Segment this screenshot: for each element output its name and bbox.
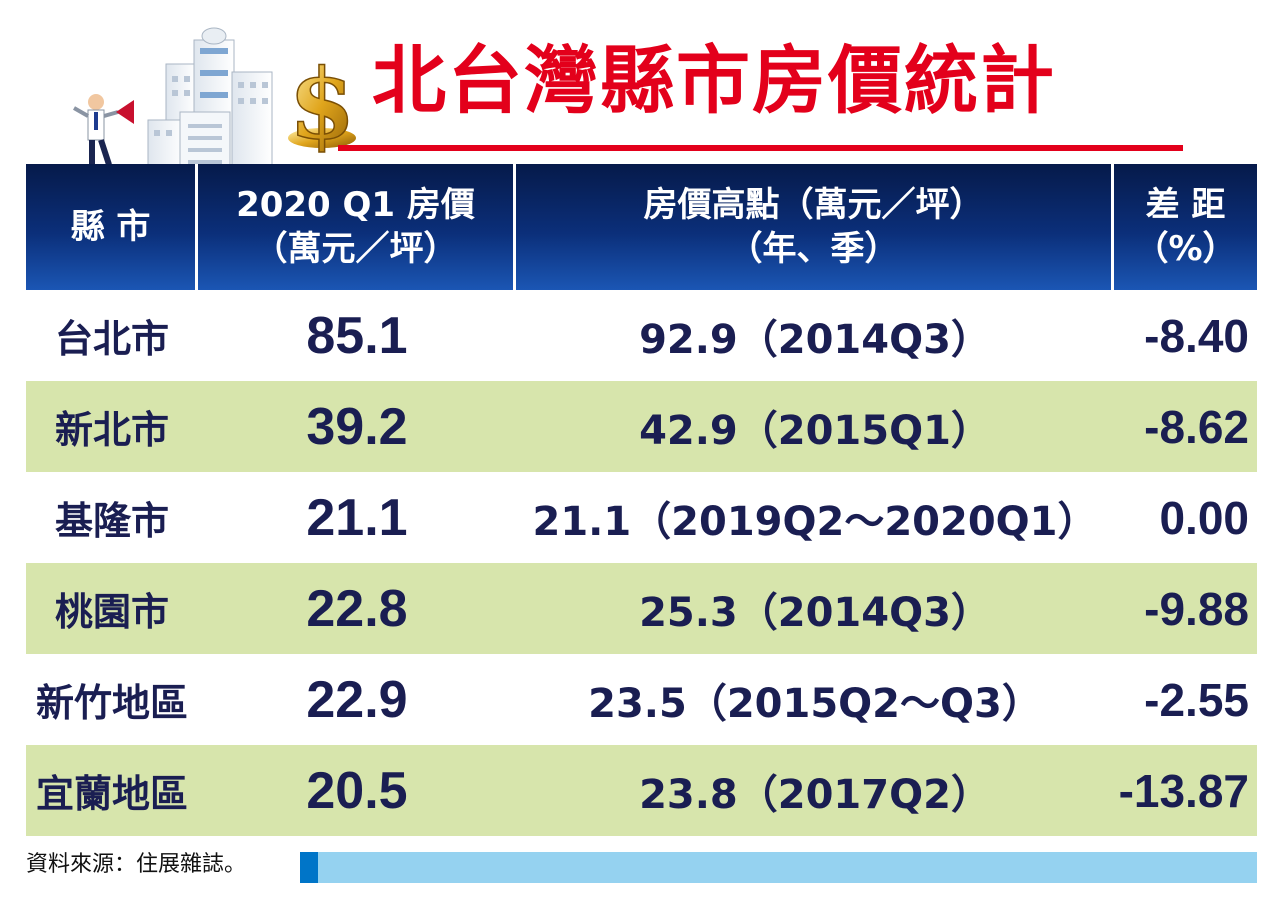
header-gap-line2: （%） xyxy=(1134,229,1237,269)
peak-price: 23.5（2015Q2～Q3） xyxy=(588,680,1042,727)
header-peak-price: 房價高點（萬元／坪） （年、季） xyxy=(516,164,1114,290)
peak-price: 42.9（2015Q1） xyxy=(639,407,991,454)
price-table: 縣 市 2020 Q1 房價 （萬元／坪） 房價高點（萬元／坪） （年、季） 差… xyxy=(26,164,1257,836)
current-price: 85.1 xyxy=(306,306,408,365)
peak-price: 25.3（2014Q3） xyxy=(639,589,991,636)
header-peak-price-line1: 房價高點（萬元／坪） xyxy=(643,185,984,225)
price-gap: -8.40 xyxy=(1144,309,1249,362)
price-gap: -9.88 xyxy=(1144,582,1249,635)
price-gap: -8.62 xyxy=(1144,400,1249,453)
price-gap: -2.55 xyxy=(1144,673,1249,726)
city-name: 基隆市 xyxy=(54,499,169,543)
footer: 資料來源：住展雜誌。 xyxy=(26,848,246,882)
source-note: 資料來源：住展雜誌。 xyxy=(26,852,247,877)
current-price: 22.8 xyxy=(306,579,408,638)
title-underline xyxy=(338,145,1183,151)
current-price: 39.2 xyxy=(306,397,408,456)
table-row: 新北市 39.2 42.9（2015Q1） -8.62 xyxy=(26,381,1257,472)
header-gap: 差 距 （%） xyxy=(1114,164,1257,290)
footer-bar-accent xyxy=(300,852,318,883)
header-peak-price-line2: （年、季） xyxy=(728,229,899,269)
header-city-label: 縣 市 xyxy=(70,207,151,247)
city-name: 桃園市 xyxy=(54,590,169,634)
price-gap: -13.87 xyxy=(1118,764,1249,817)
header-gap-line1: 差 距 xyxy=(1145,185,1226,225)
page-title: 北台灣縣市房價統計 xyxy=(372,38,1056,124)
table-row: 基隆市 21.1 21.1（2019Q2～2020Q1） 0.00 xyxy=(26,472,1257,563)
header-current-price-line2: （萬元／坪） xyxy=(253,229,458,269)
table-row: 桃園市 22.8 25.3（2014Q3） -9.88 xyxy=(26,563,1257,654)
header-city: 縣 市 xyxy=(26,164,198,290)
table-row: 宜蘭地區 20.5 23.8（2017Q2） -13.87 xyxy=(26,745,1257,836)
city-name: 台北市 xyxy=(54,317,169,361)
current-price: 22.9 xyxy=(306,670,408,729)
city-name: 新竹地區 xyxy=(35,681,188,725)
price-gap: 0.00 xyxy=(1159,491,1249,544)
table-header: 縣 市 2020 Q1 房價 （萬元／坪） 房價高點（萬元／坪） （年、季） 差… xyxy=(26,164,1257,290)
peak-price: 92.9（2014Q3） xyxy=(639,316,991,363)
dollar-sign-icon: $ xyxy=(288,47,356,162)
city-name: 宜蘭地區 xyxy=(35,772,188,816)
buildings-dollar-illustration: $ xyxy=(73,27,356,177)
header-current-price-line1: 2020 Q1 房價 xyxy=(236,185,475,225)
city-name: 新北市 xyxy=(54,408,169,452)
peak-price: 23.8（2017Q2） xyxy=(639,771,991,818)
footer-bar xyxy=(300,852,1257,883)
current-price: 20.5 xyxy=(306,761,408,820)
table-row: 新竹地區 22.9 23.5（2015Q2～Q3） -2.55 xyxy=(26,654,1257,745)
peak-price: 21.1（2019Q2～2020Q1） xyxy=(532,498,1098,545)
buildings-icon xyxy=(147,27,273,177)
man-megaphone-icon xyxy=(73,94,134,166)
header-current-price: 2020 Q1 房價 （萬元／坪） xyxy=(198,164,516,290)
current-price: 21.1 xyxy=(306,488,408,547)
svg-text:$: $ xyxy=(289,48,356,161)
table-row: 台北市 85.1 92.9（2014Q3） -8.40 xyxy=(26,290,1257,381)
